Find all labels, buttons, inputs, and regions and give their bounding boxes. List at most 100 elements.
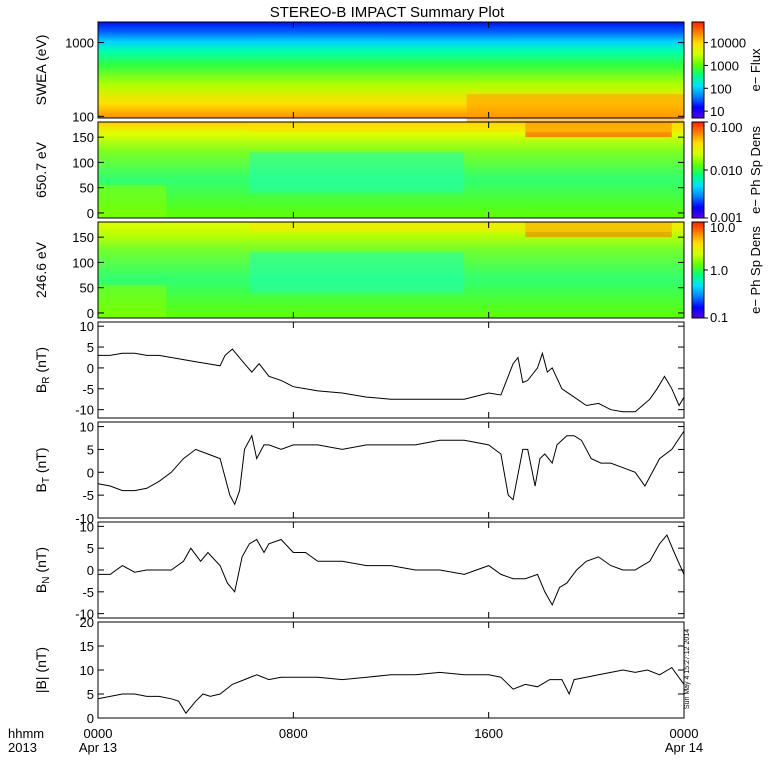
bn-ylabel: BN (nT) — [33, 547, 52, 593]
swea-colorbar-title: e− Flux — [748, 48, 763, 91]
pad246-ytick-label: 50 — [80, 281, 94, 296]
panel-bmag: 0 5 10 15 20 |B| (nT) — [33, 615, 685, 726]
bmag-ytick-label: 0 — [87, 711, 94, 726]
br-ylabel-unit: (nT) — [33, 347, 49, 377]
pad246-ylabel: 246.6 eV — [33, 241, 49, 298]
bn-ytick-label: -5 — [82, 585, 94, 600]
pad650-depleted-region — [249, 152, 465, 193]
bmag-ytick-label: 15 — [80, 639, 94, 654]
pad650-colorbar: 0.001 0.010 0.100 e− Ph Sp Dens — [691, 120, 763, 225]
bt-series-line — [97, 430, 685, 506]
bmag-ytick-label: 10 — [80, 663, 94, 678]
br-series-line — [98, 348, 685, 413]
pad246-colorbar: 0.1 1.0 10.0 e− Ph Sp Dens — [691, 220, 763, 325]
pad246-frame — [97, 221, 685, 319]
pad650-beam-region — [525, 122, 672, 138]
bn-ylabel-unit: (nT) — [33, 547, 49, 577]
pad650-ytick-label: 0 — [87, 206, 94, 221]
pad246-colorbar-tick-label: 1.0 — [710, 263, 728, 278]
pad650-ytick-label: 50 — [80, 181, 94, 196]
swea-frame — [97, 21, 685, 119]
bt-ylabel-main: B — [33, 483, 49, 492]
time-tick-label: 1600 — [474, 726, 503, 741]
br-ytick-label: 5 — [87, 340, 94, 355]
swea-colorbar-bar — [691, 21, 705, 119]
pad246-ytick-label: 0 — [87, 306, 94, 321]
pad246-colorbar-tick-label: 10.0 — [710, 220, 735, 235]
pad650-colorbar-title: e− Ph Sp Dens — [748, 126, 763, 214]
swea-colorbar-tick-label: 100 — [710, 81, 732, 96]
br-ylabel-main: B — [33, 384, 49, 393]
bt-ytick-label: -5 — [82, 488, 94, 503]
bn-frame — [97, 521, 685, 619]
br-ylabel-sub: R — [41, 376, 52, 383]
panel-bt: -10 -5 0 5 10 BT (nT) — [33, 420, 685, 526]
br-ytick-label: -10 — [75, 403, 94, 418]
panel-pad246: 0 50 100 150 246.6 eV — [33, 221, 685, 321]
pad650-colorbar-tick-label: 0.100 — [710, 120, 743, 135]
bmag-ytick-label: 5 — [87, 687, 94, 702]
panel-pad650: 0 50 100 150 650.7 eV — [33, 121, 685, 221]
time-axis-label-hhmm: hhmm — [8, 726, 44, 741]
pad650-ytick-label: 100 — [72, 155, 94, 170]
time-tick-sublabel: Apr 13 — [79, 740, 117, 755]
pad650-early-region — [98, 185, 167, 218]
bmag-ylabel: |B| (nT) — [33, 647, 49, 693]
pad246-colorbar-title: e− Ph Sp Dens — [748, 226, 763, 314]
pad246-upper-band — [249, 222, 684, 233]
panel-swea: 100 1000 SWEA (eV) — [33, 21, 685, 131]
bt-ytick-label: -10 — [75, 511, 94, 526]
pad246-depleted-region — [249, 252, 465, 293]
time-tick-label: 0000 — [84, 726, 113, 741]
pad246-colorbar-bar — [691, 221, 705, 319]
time-tick-sublabel: Apr 14 — [665, 740, 703, 755]
bn-ytick-label: 10 — [80, 519, 94, 534]
br-frame — [97, 321, 685, 419]
pad650-colorbar-bar — [691, 121, 705, 219]
bt-ylabel-unit: (nT) — [33, 447, 49, 477]
panel-br: -10 -5 0 5 10 BR (nT) — [33, 319, 685, 419]
pad246-ytick-label: 150 — [72, 230, 94, 245]
swea-ytick-label: 1000 — [65, 36, 94, 51]
bn-series-line — [98, 534, 685, 607]
bmag-ytick-label: 20 — [80, 615, 94, 630]
swea-colorbar-tick-label: 1000 — [710, 58, 739, 73]
swea-colorbar-tick-label: 10 — [710, 104, 724, 119]
swea-ylabel: SWEA (eV) — [33, 35, 49, 106]
pad246-early-region — [98, 285, 167, 318]
swea-colorbar-tick-label: 10000 — [710, 36, 746, 51]
pad650-colorbar-tick-label: 0.010 — [710, 163, 743, 178]
pad650-ytick-label: 150 — [72, 130, 94, 145]
bt-ylabel-sub: T — [41, 477, 52, 483]
pad246-colorbar-tick-label: 0.1 — [710, 310, 728, 325]
bmag-frame — [97, 621, 685, 719]
plot-title: STEREO-B IMPACT Summary Plot — [270, 4, 505, 21]
panel-bn: -10 -5 0 5 10 BN (nT) — [33, 519, 685, 622]
swea-ytick-label: 100 — [72, 109, 94, 124]
bt-ytick-label: 10 — [80, 420, 94, 435]
bn-ylabel-main: B — [33, 584, 49, 593]
pad650-colorbar-tick-label: 0.001 — [710, 210, 743, 225]
br-ylabel: BR (nT) — [33, 347, 52, 393]
time-tick-label: 0800 — [279, 726, 308, 741]
pad246-beam-region — [525, 222, 672, 238]
timestamp-label: Sun May 4 15:27:12 2014 — [684, 629, 691, 709]
time-axis-label-year: 2013 — [8, 740, 37, 755]
pad650-ylabel: 650.7 eV — [33, 141, 49, 198]
bn-ytick-label: -10 — [75, 607, 94, 622]
bn-ytick-label: 5 — [87, 541, 94, 556]
pad246-ytick-label: 100 — [72, 255, 94, 270]
br-ytick-label: 10 — [80, 319, 94, 334]
pad650-frame — [97, 121, 685, 219]
time-tick-label: 0000 — [670, 726, 699, 741]
bt-ytick-label: 0 — [87, 465, 94, 480]
br-ytick-label: 0 — [87, 361, 94, 376]
bmag-series-line — [97, 666, 685, 715]
bn-ylabel-sub: N — [41, 576, 52, 583]
pad650-upper-band — [249, 122, 684, 133]
bn-ytick-label: 0 — [87, 563, 94, 578]
